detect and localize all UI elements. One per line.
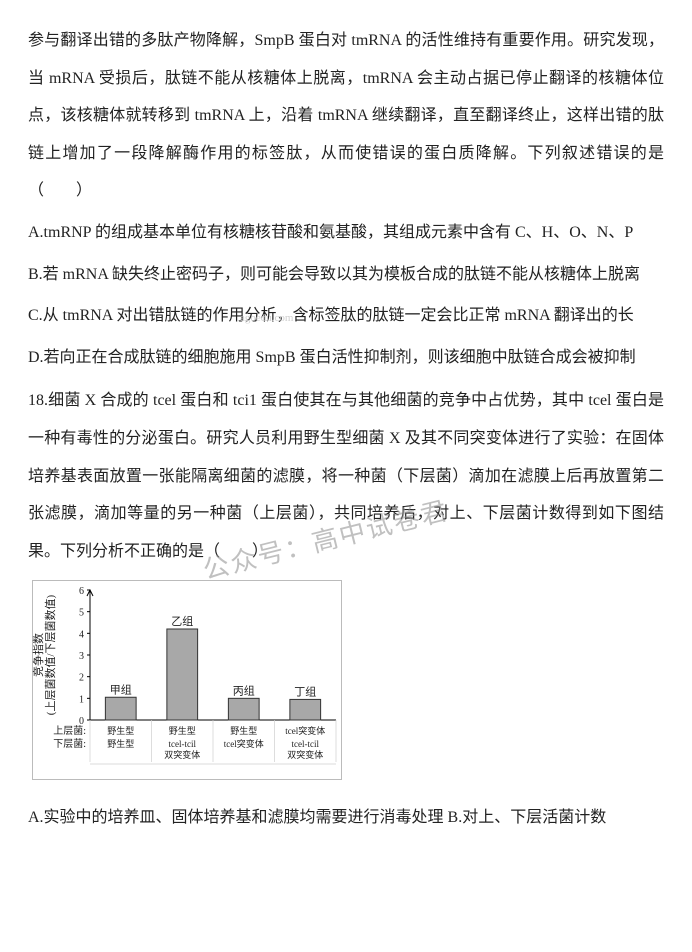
svg-text:3: 3 <box>79 651 84 662</box>
svg-text:野生型: 野生型 <box>107 738 134 749</box>
svg-text:1: 1 <box>79 695 84 706</box>
svg-text:5: 5 <box>79 608 84 619</box>
svg-text:上层菌:: 上层菌: <box>53 725 86 737</box>
svg-text:6: 6 <box>79 586 84 597</box>
q17-option-c: C.从 tmRNA 对出错肽链的作用分析，含标签肽的肽链一定会比正常 mRNA … <box>28 297 664 335</box>
q17-option-b: B.若 mRNA 缺失终止密码子，则可能会导致以其为模板合成的肽链不能从核糖体上… <box>28 256 664 294</box>
svg-text:4: 4 <box>79 630 84 641</box>
svg-text:tcel突变体: tcel突变体 <box>224 738 264 749</box>
svg-text:双突变体: 双突变体 <box>164 749 200 760</box>
svg-text:tcel突变体: tcel突变体 <box>285 725 325 736</box>
svg-text:2: 2 <box>79 673 84 684</box>
svg-text:丙组: 丙组 <box>233 684 255 698</box>
svg-text:丁组: 丁组 <box>294 685 316 699</box>
svg-text:双突变体: 双突变体 <box>287 749 323 760</box>
svg-text:甲组: 甲组 <box>110 683 132 697</box>
q17-stem: 参与翻译出错的多肽产物降解，SmpB 蛋白对 tmRNA 的活性维持有重要作用。… <box>28 22 664 210</box>
svg-text:tcel-tcil: tcel-tcil <box>169 739 197 749</box>
svg-text:野生型: 野生型 <box>107 725 134 736</box>
svg-text:下层菌:: 下层菌: <box>53 738 86 750</box>
svg-text:野生型: 野生型 <box>230 725 257 736</box>
svg-text:tcel-tcil: tcel-tcil <box>292 739 320 749</box>
q17-option-d: D.若向正在合成肽链的细胞施用 SmpB 蛋白活性抑制剂，则该细胞中肽链合成会被… <box>28 339 664 377</box>
svg-text:竞争指数(上层菌数值/下层菌数值): 竞争指数(上层菌数值/下层菌数值) <box>32 595 57 716</box>
svg-text:野生型: 野生型 <box>169 725 196 736</box>
q18-stem: 18.细菌 X 合成的 tcel 蛋白和 tci1 蛋白使其在与其他细菌的竞争中… <box>28 382 664 570</box>
q18-option-a-partial: A.实验中的培养皿、固体培养基和滤膜均需要进行消毒处理 B.对上、下层活菌计数 <box>28 799 664 837</box>
q18-chart: 0123456竞争指数(上层菌数值/下层菌数值)甲组乙组丙组丁组上层菌:下层菌:… <box>32 580 664 795</box>
q17-option-a: A.tmRNP 的组成基本单位有核糖核苷酸和氨基酸，其组成元素中含有 C、H、O… <box>28 214 664 252</box>
svg-text:乙组: 乙组 <box>171 614 193 628</box>
